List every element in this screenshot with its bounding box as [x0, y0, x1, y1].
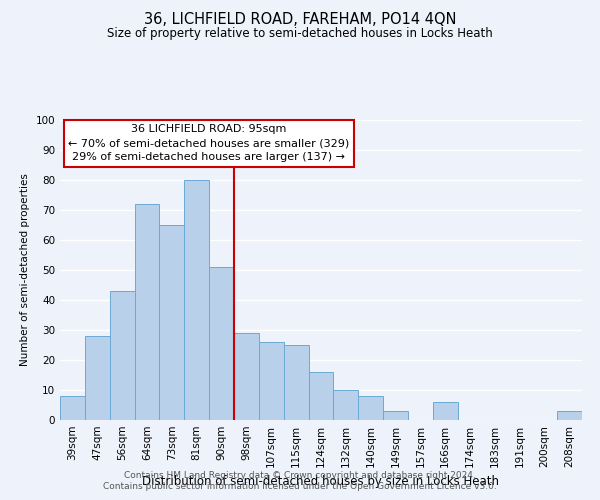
Bar	[334, 390, 358, 420]
Bar	[160, 225, 184, 420]
Bar	[209, 267, 234, 420]
Bar	[433, 402, 458, 420]
Bar	[383, 411, 408, 420]
Text: 36 LICHFIELD ROAD: 95sqm
← 70% of semi-detached houses are smaller (329)
29% of : 36 LICHFIELD ROAD: 95sqm ← 70% of semi-d…	[68, 124, 349, 162]
Y-axis label: Number of semi-detached properties: Number of semi-detached properties	[20, 174, 30, 366]
Bar	[234, 333, 259, 420]
Text: Contains public sector information licensed under the Open Government Licence v3: Contains public sector information licen…	[103, 482, 497, 491]
Bar	[358, 396, 383, 420]
Bar	[110, 291, 134, 420]
Bar	[284, 345, 308, 420]
Bar	[85, 336, 110, 420]
Bar	[259, 342, 284, 420]
Bar	[134, 204, 160, 420]
Bar	[60, 396, 85, 420]
Text: 36, LICHFIELD ROAD, FAREHAM, PO14 4QN: 36, LICHFIELD ROAD, FAREHAM, PO14 4QN	[144, 12, 456, 28]
Text: Size of property relative to semi-detached houses in Locks Heath: Size of property relative to semi-detach…	[107, 28, 493, 40]
X-axis label: Distribution of semi-detached houses by size in Locks Heath: Distribution of semi-detached houses by …	[143, 476, 499, 488]
Text: Contains HM Land Registry data © Crown copyright and database right 2024.: Contains HM Land Registry data © Crown c…	[124, 471, 476, 480]
Bar	[184, 180, 209, 420]
Bar	[557, 411, 582, 420]
Bar	[308, 372, 334, 420]
